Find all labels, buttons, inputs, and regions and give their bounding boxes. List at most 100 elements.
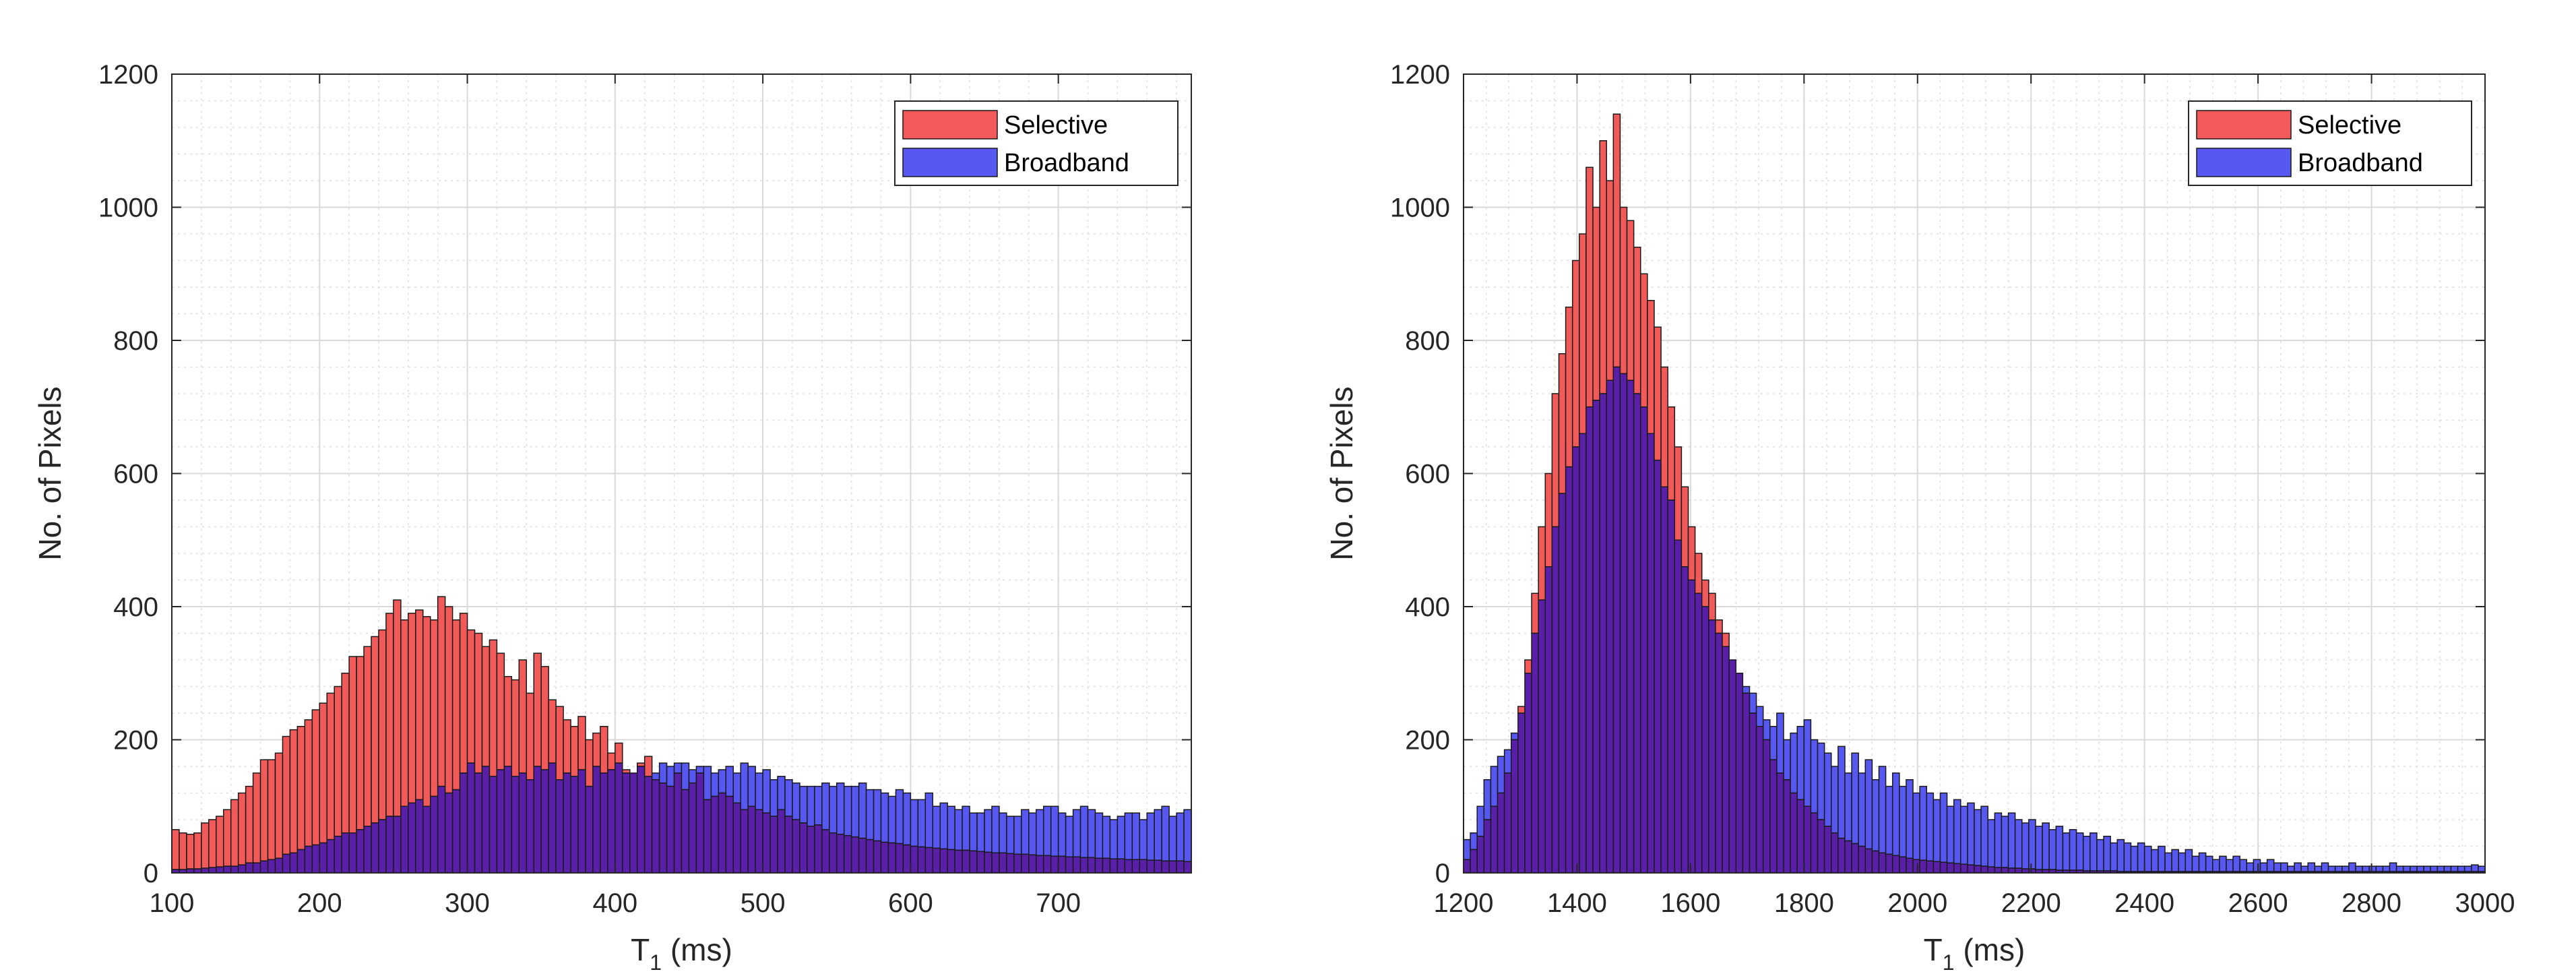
overlap-bar-right	[1994, 867, 2003, 874]
selective-bar-right	[1592, 206, 1600, 401]
broadband-bar-right	[2287, 865, 2295, 872]
overlap-bar-right	[1960, 863, 1968, 874]
overlap-bar-right	[1858, 845, 1866, 874]
broadband-bar-right	[1483, 779, 1492, 820]
broadband-bar-left	[976, 812, 985, 853]
overlap-bar-left	[1028, 854, 1037, 874]
broadband-bar-right	[1994, 812, 2003, 868]
overlap-bar-left	[843, 834, 852, 874]
overlap-bar-right	[1864, 848, 1873, 874]
legend-swatch-broadband-left	[902, 148, 998, 177]
broadband-bar-left	[1117, 816, 1126, 860]
broadband-bar-left	[769, 779, 778, 817]
overlap-bar-left	[666, 785, 675, 874]
selective-bar-left	[415, 609, 424, 801]
overlap-bar-right	[1592, 400, 1600, 874]
overlap-bar-right	[1749, 712, 1757, 874]
broadband-bar-left	[1006, 816, 1015, 855]
broadband-bar-right	[2314, 865, 2323, 872]
selective-bar-left	[444, 606, 453, 794]
overlap-bar-left	[385, 816, 394, 874]
overlap-bar-left	[615, 762, 623, 874]
overlap-bar-left	[267, 859, 276, 874]
broadband-bar-right	[2075, 832, 2084, 871]
broadband-bar-right	[2007, 812, 2016, 869]
broadband-bar-right	[1470, 832, 1478, 851]
selective-bar-right	[1524, 659, 1532, 674]
broadband-bar-right	[1960, 805, 1968, 865]
selective-bar-left	[216, 816, 224, 867]
overlap-bar-left	[932, 847, 941, 874]
overlap-bar-right	[2001, 867, 2009, 874]
broadband-bar-right	[1919, 785, 1928, 861]
overlap-bar-left	[592, 766, 601, 874]
broadband-bar-right	[2116, 838, 2125, 872]
broadband-bar-left	[1050, 805, 1059, 857]
overlap-bar-left	[814, 824, 823, 874]
selective-bar-left	[334, 685, 342, 837]
histogram-right: 1200 1400 1600 1800 2000 2200 2400 2600 2800 3000…	[1324, 60, 2515, 975]
overlap-bar-right	[1483, 819, 1492, 874]
broadband-bar-left	[688, 769, 697, 784]
overlap-bar-right	[1803, 805, 1812, 874]
broadband-bar-right	[2219, 855, 2227, 872]
broadband-bar-right	[2211, 859, 2220, 872]
overlap-bar-right	[1606, 379, 1614, 874]
broadband-bar-left	[777, 776, 786, 810]
overlap-bar-right	[1790, 792, 1798, 874]
broadband-bar-right	[2463, 865, 2472, 872]
y-tick-label-right: 400	[1405, 592, 1450, 622]
overlap-bar-left	[1087, 857, 1096, 874]
broadband-bar-right	[1476, 805, 1485, 837]
overlap-bar-right	[1708, 619, 1716, 874]
overlap-bar-left	[245, 862, 254, 874]
broadband-bar-right	[2430, 865, 2439, 872]
y-tick-labels-left: 0 200 400 600 800 1000 1200	[98, 60, 158, 888]
broadband-bar-right	[2368, 865, 2377, 872]
overlap-bar-right	[1667, 499, 1676, 874]
overlap-bar-left	[947, 849, 955, 874]
broadband-bar-right	[2402, 865, 2411, 872]
broadband-bar-right	[2130, 845, 2139, 872]
selective-bar-right	[1680, 486, 1689, 568]
overlap-bar-right	[1571, 446, 1580, 874]
overlap-bar-left	[777, 809, 786, 874]
overlap-bar-left	[895, 843, 904, 874]
x-tick-label-left: 300	[445, 888, 490, 918]
selective-bar-left	[466, 629, 476, 764]
overlap-bar-left	[282, 853, 291, 874]
overlap-bar-left	[459, 772, 468, 874]
overlap-bar-left	[503, 766, 513, 874]
legend-label-broadband-right: Broadband	[2298, 149, 2423, 177]
x-tick-labels-right: 1200 1400 1600 1800 2000 2200 2400 2600 2800 3000	[1434, 888, 2515, 918]
overlap-bar-right	[1871, 850, 1880, 874]
overlap-bar-left	[747, 805, 756, 874]
overlap-bar-right	[1891, 855, 1900, 874]
broadband-bar-left	[880, 792, 889, 843]
broadband-bar-right	[2110, 842, 2118, 872]
broadband-bar-right	[1762, 719, 1771, 741]
broadband-bar-left	[784, 779, 793, 817]
overlap-bar-left	[319, 842, 327, 874]
broadband-bar-right	[2342, 865, 2350, 872]
broadband-bar-left	[1131, 812, 1141, 860]
bars-right	[1463, 113, 2486, 874]
selective-bar-left	[171, 829, 180, 870]
y-tick-label-left: 400	[113, 592, 158, 622]
overlap-bar-right	[1755, 726, 1764, 874]
y-tick-label-right: 1200	[1390, 60, 1450, 90]
broadband-bar-right	[2266, 859, 2275, 872]
selective-bar-right	[1640, 273, 1648, 408]
overlap-bar-left	[230, 865, 239, 874]
overlap-bar-left	[533, 766, 542, 874]
selective-bar-left	[319, 702, 327, 844]
broadband-bar-right	[2395, 865, 2404, 872]
x-tick-label-right: 2400	[2114, 888, 2174, 918]
overlap-bar-left	[769, 816, 778, 874]
broadband-bar-left	[924, 792, 934, 849]
broadband-bar-left	[807, 785, 815, 827]
selective-bar-left	[643, 756, 653, 777]
overlap-bar-right	[1885, 853, 1893, 874]
broadband-bar-right	[1817, 742, 1825, 820]
overlap-bar-left	[651, 779, 660, 874]
